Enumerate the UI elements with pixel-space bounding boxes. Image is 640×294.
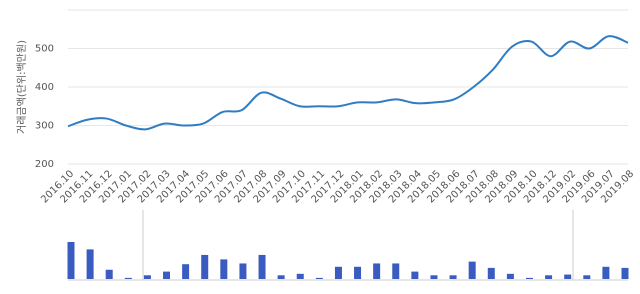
volume-bar (105, 269, 113, 279)
volume-bar (277, 275, 285, 279)
volume-bar (506, 273, 514, 279)
volume-bar (602, 266, 610, 279)
volume-bar (67, 242, 75, 279)
volume-bar (411, 271, 419, 279)
volume-bar (564, 274, 572, 279)
volume-bar (468, 261, 476, 279)
volume-bar (124, 277, 132, 279)
volume-bar (163, 271, 171, 279)
volume-bar (487, 267, 495, 279)
y-tick-label: 500 (35, 44, 54, 55)
volume-bar (220, 259, 228, 279)
y-axis-label: 거래금액(단위:백만원) (15, 40, 28, 134)
volume-bar (583, 275, 591, 279)
volume-bar (621, 267, 629, 279)
volume-bar (334, 266, 342, 279)
volume-bar (545, 275, 553, 279)
volume-bar (239, 263, 247, 279)
volume-bar (258, 254, 266, 279)
volume-bar (296, 273, 304, 279)
volume-bar (392, 263, 400, 279)
volume-bar (143, 275, 151, 279)
volume-bar (525, 277, 533, 279)
volume-bar (430, 275, 438, 279)
volume-bar (315, 277, 323, 279)
volume-bar (449, 275, 457, 279)
volume-bar (354, 266, 362, 279)
y-tick-label: 400 (35, 82, 54, 93)
volume-bar (182, 264, 190, 279)
y-tick-label: 200 (35, 159, 54, 170)
volume-bar (86, 249, 94, 279)
volume-bar (373, 263, 381, 279)
price-line (67, 35, 629, 131)
y-tick-label: 300 (35, 121, 54, 132)
volume-bar (201, 254, 209, 279)
